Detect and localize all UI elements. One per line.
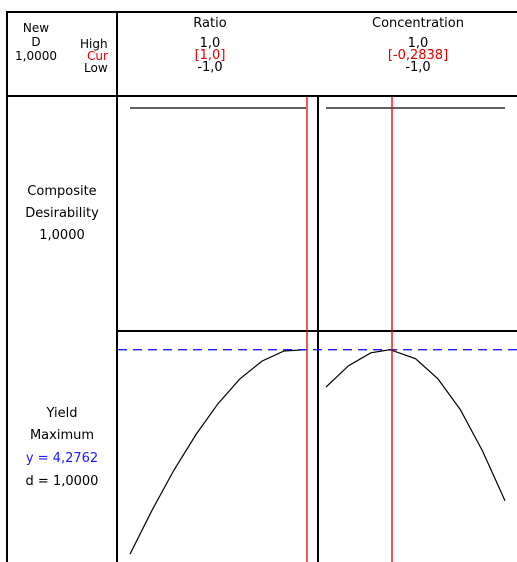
composite-label-line2: Desirability	[25, 206, 99, 221]
yield-d-value: d = 1,0000	[25, 474, 99, 489]
yield-y-value: y = 4,2762	[25, 451, 99, 466]
low-label: Low	[84, 61, 108, 75]
d-value: 1,0000	[15, 49, 57, 63]
cur-label: Cur	[87, 49, 108, 63]
d-label: D	[31, 35, 41, 49]
response-curve-yield-concentration	[325, 349, 506, 502]
composite-label-line1: Composite	[27, 184, 97, 199]
factor-ratio-low: -1,0	[197, 60, 223, 75]
yield-label-line2: Maximum	[29, 428, 95, 443]
frame-top-line	[6, 11, 517, 13]
high-label: High	[80, 37, 108, 51]
label-column-divider	[116, 11, 118, 562]
response-curve-yield-ratio	[129, 349, 307, 555]
factor-concentration-low: -1,0	[405, 60, 431, 75]
factor-concentration-high: 1,0	[407, 36, 429, 51]
factor-concentration-name: Concentration	[372, 16, 464, 31]
factor-ratio-high: 1,0	[199, 36, 221, 51]
composite-value: 1,0000	[39, 228, 85, 243]
factor-concentration-current: [-0,2838]	[387, 48, 449, 63]
factor-ratio-current: [1,0]	[194, 48, 226, 63]
frame-left-line	[6, 11, 8, 562]
factor-ratio-name: Ratio	[193, 16, 227, 31]
new-label: New	[22, 21, 50, 35]
factor-column-divider	[317, 95, 319, 562]
header-bottom-line	[6, 95, 517, 97]
yield-label-line1: Yield	[46, 406, 78, 421]
